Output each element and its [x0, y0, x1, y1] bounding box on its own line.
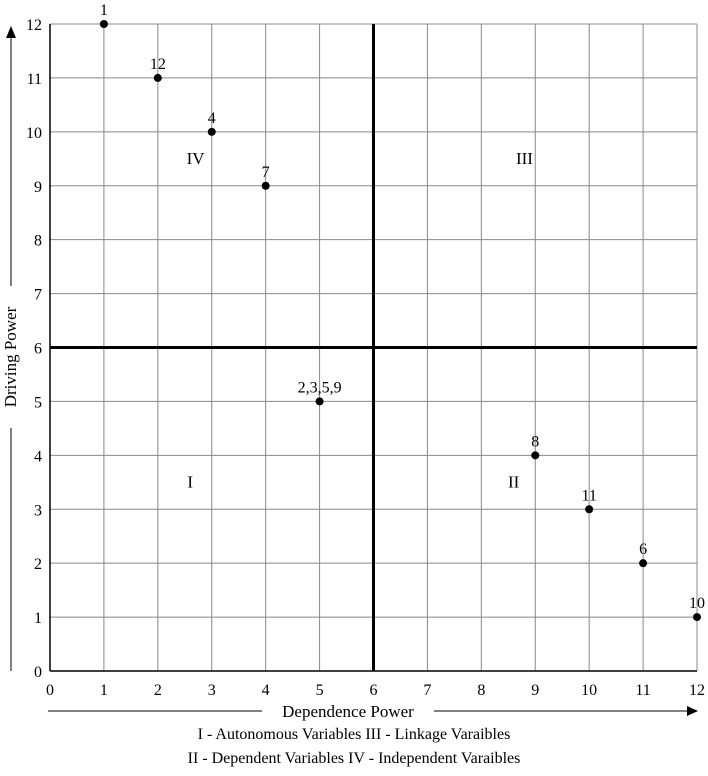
data-point-label: 6	[639, 541, 647, 558]
y-axis-label: Driving Power	[1, 306, 20, 407]
data-point-label: 2,3,5,9	[298, 379, 342, 396]
x-tick-label: 10	[581, 682, 597, 699]
data-point-label: 10	[689, 595, 705, 612]
data-point	[585, 505, 594, 514]
quadrant-label: I	[187, 473, 193, 492]
y-tick-label: 9	[34, 179, 42, 196]
x-axis-label: Dependence Power	[282, 702, 414, 721]
x-tick-label: 1	[100, 682, 108, 699]
legend-line-1: I - Autonomous Variables III - Linkage V…	[197, 726, 511, 743]
quadrant-label: III	[516, 149, 533, 168]
data-point	[531, 451, 540, 460]
data-point	[315, 397, 324, 406]
x-tick-label: 11	[635, 682, 650, 699]
x-tick-label: 9	[531, 682, 539, 699]
x-tick-label: 0	[46, 682, 54, 699]
x-tick-label: 8	[477, 682, 485, 699]
x-tick-label: 3	[208, 682, 216, 699]
data-point-label: 8	[531, 433, 539, 450]
y-tick-label: 6	[34, 341, 42, 358]
y-tick-label: 2	[34, 556, 42, 573]
data-point	[99, 20, 108, 28]
quadrant-label: II	[508, 473, 520, 492]
x-label-gap	[262, 702, 434, 720]
y-axis-arrowhead	[6, 26, 16, 38]
data-point-label: 7	[262, 164, 270, 181]
data-point	[153, 73, 162, 82]
y-tick-label: 11	[27, 71, 42, 88]
x-tick-label: 12	[689, 682, 705, 699]
data-point	[693, 613, 701, 622]
x-axis-arrowhead	[687, 706, 698, 716]
quadrant-dividers	[50, 24, 697, 671]
y-tick-label: 8	[34, 233, 42, 250]
y-tick-label: 1	[34, 610, 42, 627]
data-point	[261, 181, 270, 190]
y-tick-label: 5	[34, 394, 42, 411]
data-point-label: 1	[100, 2, 108, 19]
y-tick-label: 7	[34, 287, 42, 304]
y-tick-label: 0	[34, 664, 42, 681]
x-tick-label: 5	[316, 682, 324, 699]
x-tick-label: 7	[423, 682, 431, 699]
y-tick-label: 4	[34, 448, 42, 465]
y-tick-label: 12	[26, 17, 42, 34]
legend-line-2: II - Dependent Variables IV - Independen…	[187, 750, 521, 767]
data-point	[639, 559, 648, 568]
x-tick-label: 4	[262, 682, 270, 699]
quadrant-label: IV	[187, 149, 206, 168]
data-point-label: 12	[150, 56, 166, 73]
x-tick-label: 2	[154, 682, 162, 699]
data-point-label: 4	[208, 110, 216, 127]
y-tick-label: 10	[26, 125, 42, 142]
y-tick-label: 3	[34, 502, 42, 519]
x-tick-label: 6	[370, 682, 378, 699]
y-label-gap	[2, 286, 20, 428]
data-points: 1 12 4 7 2,3,5,9 8 11 6 10	[99, 2, 705, 622]
data-point-label: 11	[581, 487, 596, 504]
data-point	[207, 127, 216, 136]
